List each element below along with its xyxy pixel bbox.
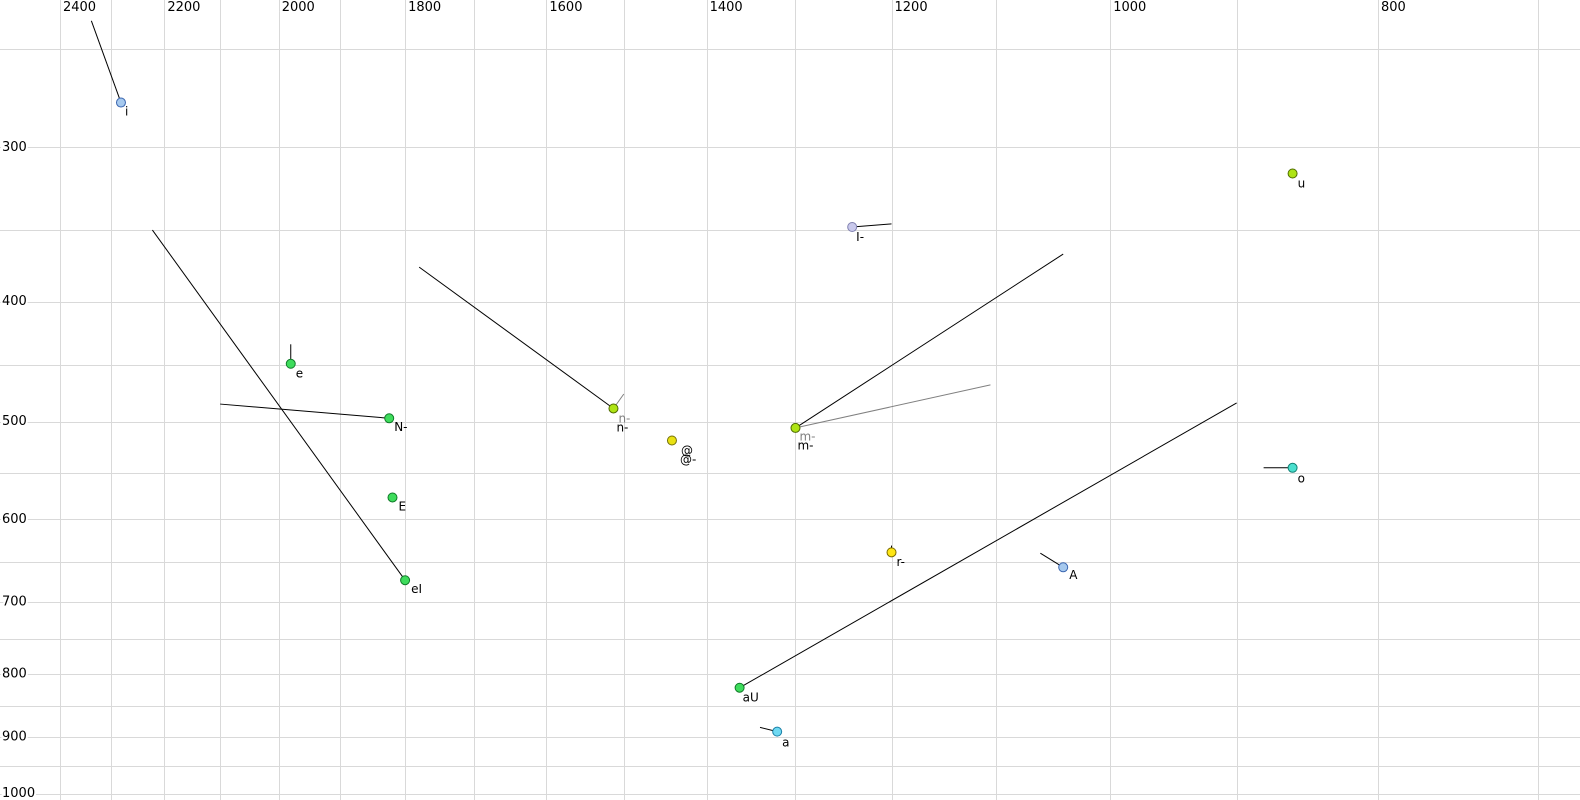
point-label-u: u (1298, 176, 1306, 190)
point-label-m-: m- (799, 430, 815, 444)
point-dot-a (772, 726, 783, 737)
point-label-n--1: n- (616, 420, 628, 434)
point-dot-r- (886, 547, 897, 558)
axis-tick-labels: 2400 2200 2000 1800 1600 1400 1200 1000 800 300 40… (0, 0, 1408, 800)
point-dot-e (285, 358, 296, 369)
y-axis-tick-label-500: 500 (2, 414, 27, 429)
y-axis-tick-label-300: 300 (2, 140, 27, 155)
y-axis-tick-label-800: 800 (2, 666, 27, 681)
point-dot-A (1058, 562, 1069, 573)
point-tail-N- (220, 403, 390, 419)
point-dots (115, 97, 1298, 737)
point-label-aU: aU (743, 691, 759, 705)
point-label-r-: r- (897, 555, 906, 569)
point-tails (90, 20, 1293, 733)
point-label-N-: N- (394, 420, 407, 434)
x-axis-tick-label-1600: 1600 (549, 0, 582, 15)
point-labels: i u I-e N- EeI n-n- @@- m-m-o r- AaU a (125, 104, 1305, 749)
y-axis-tick-label-400: 400 (2, 294, 27, 309)
y-axis-tick-label-600: 600 (2, 512, 27, 527)
point-label-m--1: m- (797, 439, 813, 453)
point-tail-m--1 (795, 384, 991, 429)
y-axis-tick-label-1000: 1000 (2, 786, 35, 800)
x-axis-tick-label-1800: 1800 (408, 0, 441, 15)
point-label-i: i (125, 104, 128, 118)
x-axis-tick-label-2400: 2400 (63, 0, 96, 15)
point-label-a: a (782, 735, 789, 749)
point-dot-aU (734, 682, 745, 693)
point-dot-n- (608, 403, 619, 414)
point-dot-i (115, 97, 126, 108)
x-axis-tick-label-1400: 1400 (710, 0, 743, 15)
point-label-@-1: @- (680, 452, 696, 466)
point-dot-m- (790, 422, 801, 433)
point-dot-N- (384, 413, 395, 424)
point-dot-@ (666, 435, 677, 446)
point-label-n-: n- (618, 411, 630, 425)
point-dot-o (1287, 462, 1298, 473)
y-axis-tick-label-900: 900 (2, 730, 27, 745)
point-label-eI: eI (411, 582, 422, 596)
point-tail-I- (852, 223, 892, 228)
x-axis-tick-label-2200: 2200 (167, 0, 200, 15)
point-dot-eI (400, 575, 411, 586)
point-dot-u (1287, 168, 1298, 179)
point-label-e: e (296, 367, 303, 381)
point-dot-I- (847, 221, 858, 232)
point-tail-m- (795, 253, 1064, 429)
point-label-E: E (398, 499, 406, 513)
y-axis-tick-label-700: 700 (2, 595, 27, 610)
x-axis-tick-label-800: 800 (1381, 0, 1406, 15)
x-axis-tick-label-1000: 1000 (1113, 0, 1146, 15)
x-axis-tick-label-2000: 2000 (282, 0, 315, 15)
point-dot-E (387, 492, 398, 503)
point-tail-aU (739, 402, 1237, 689)
point-tail-eI (152, 229, 406, 581)
point-label-A: A (1069, 568, 1078, 582)
x-axis-tick-label-1200: 1200 (895, 0, 928, 15)
point-tail-n- (418, 266, 614, 409)
point-tail-i (90, 20, 122, 103)
point-label-I-: I- (856, 230, 864, 244)
point-label-@: @ (681, 443, 693, 457)
point-label-o: o (1298, 472, 1305, 486)
